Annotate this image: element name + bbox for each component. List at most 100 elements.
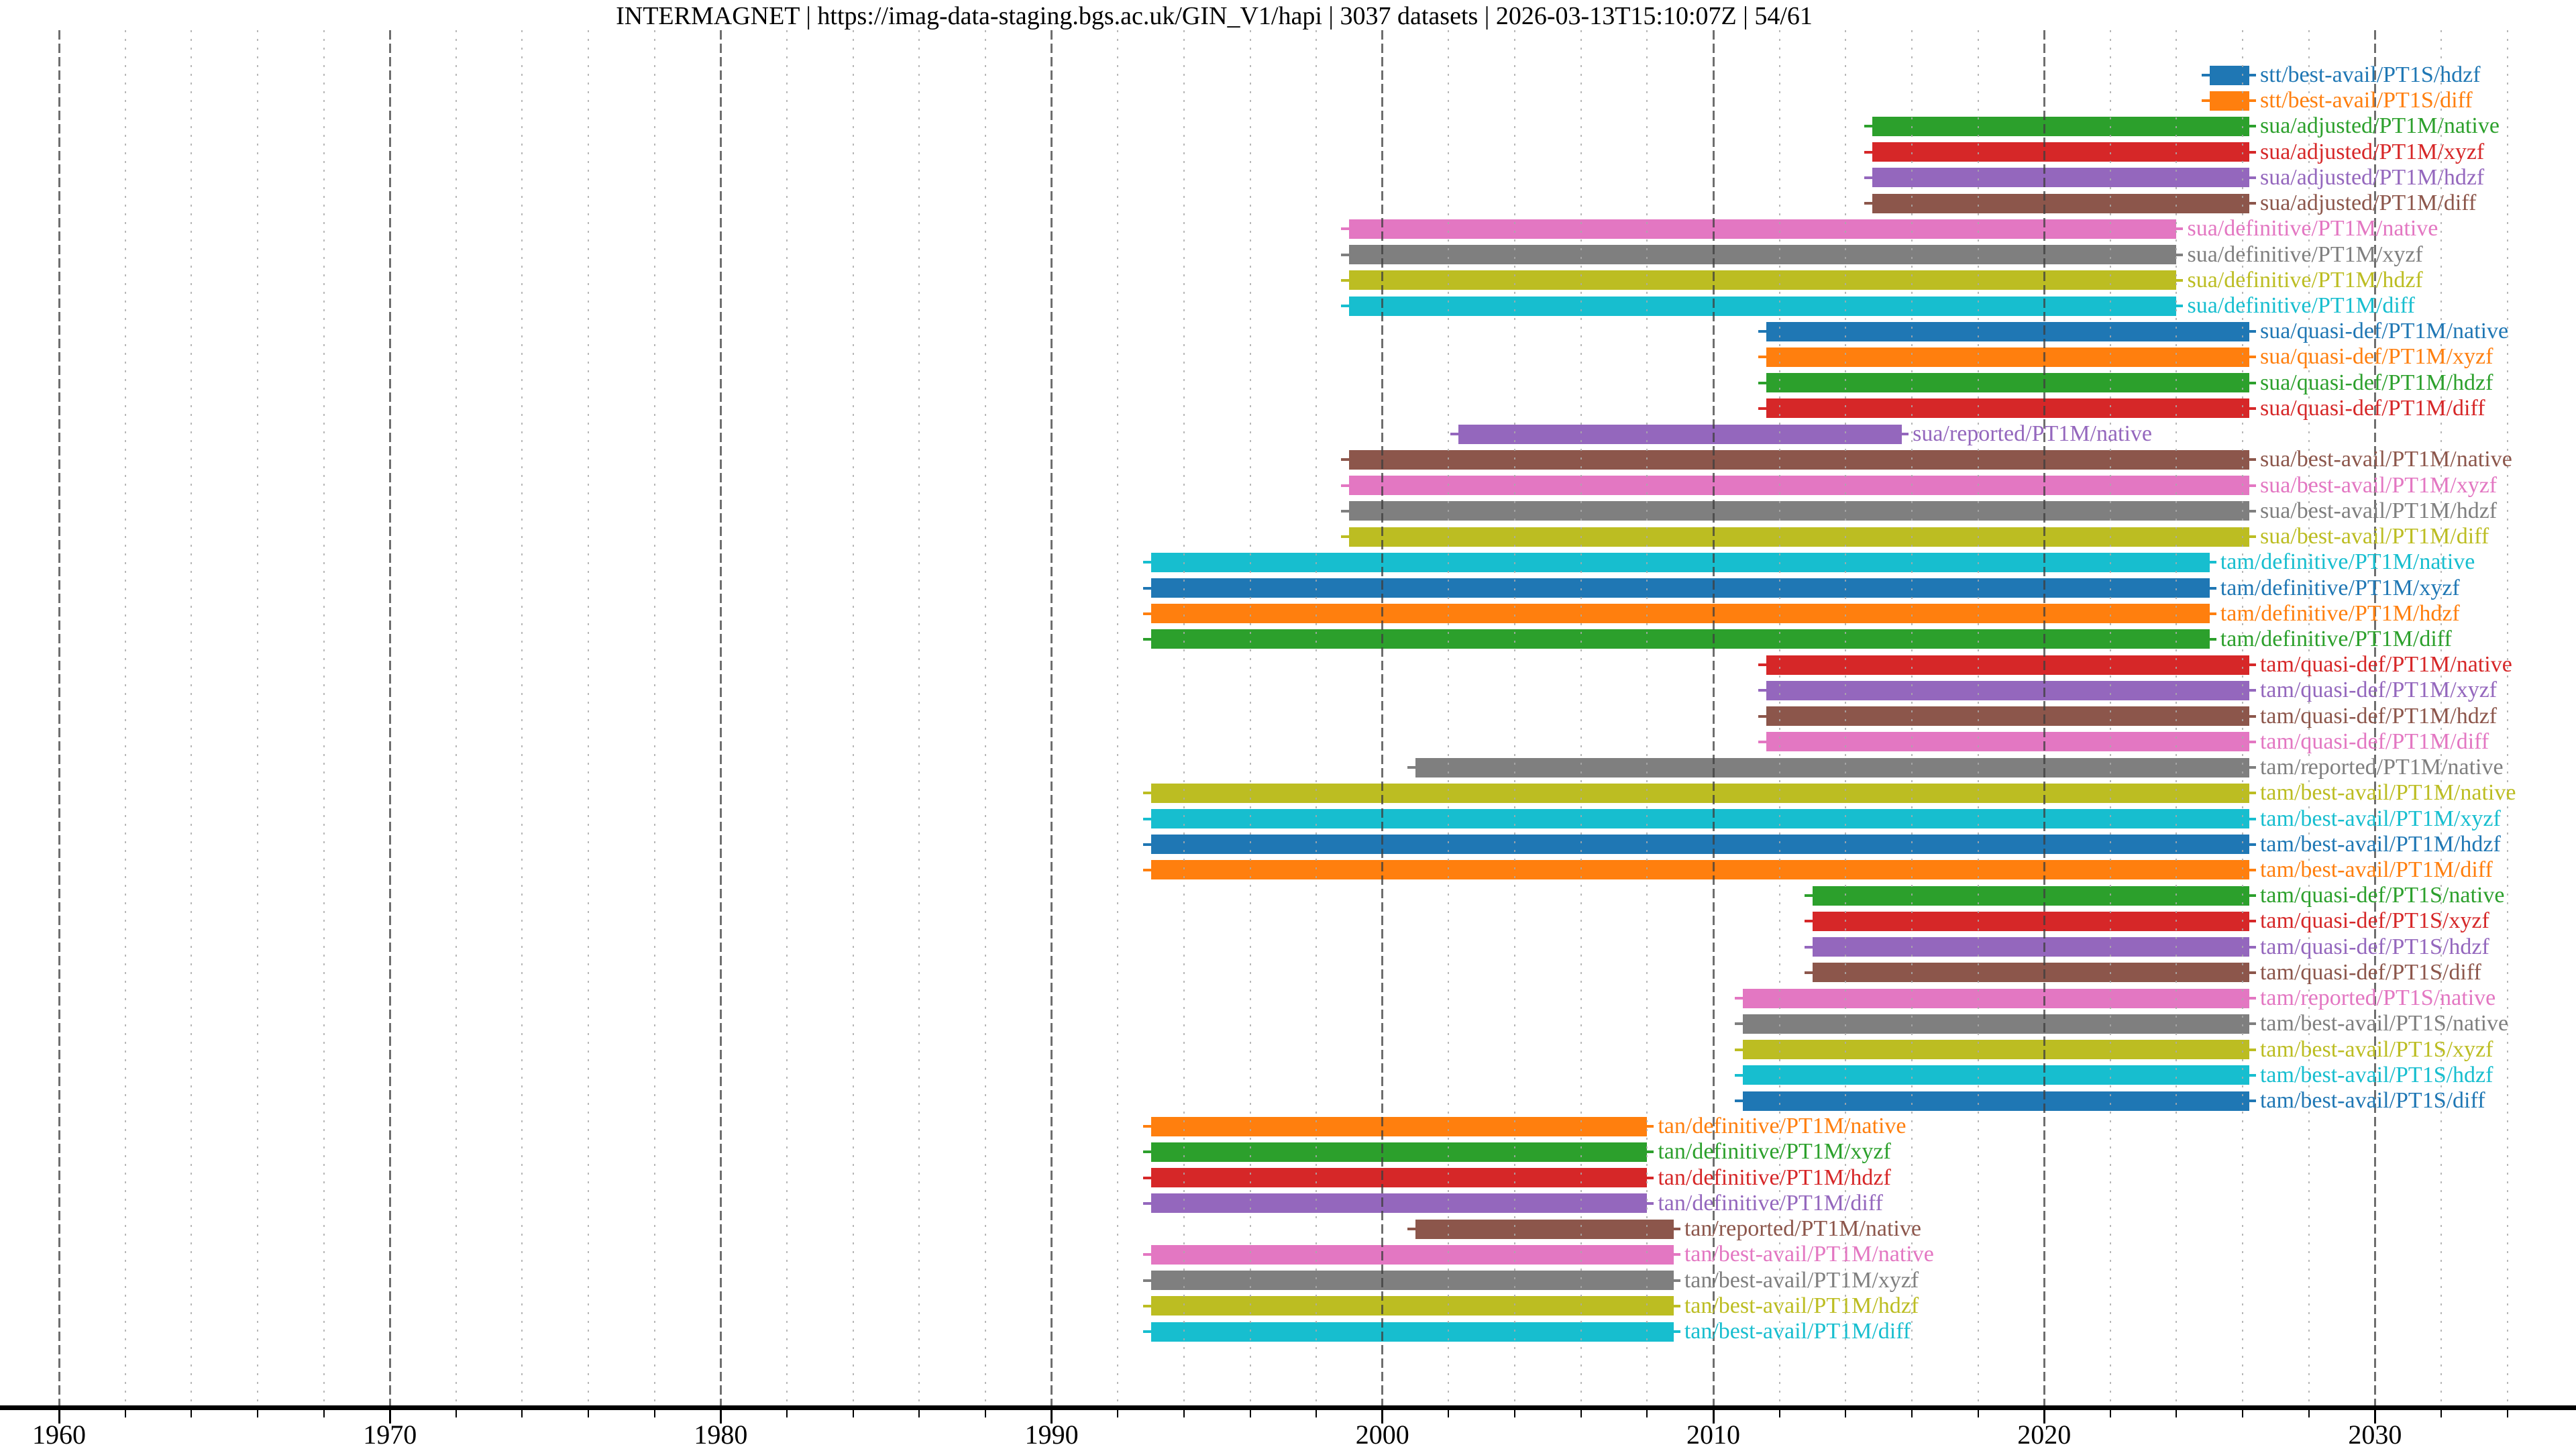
bar-end-whisker [2249,740,2256,743]
availability-bar [1150,809,2249,829]
bar-start-whisker [1341,278,1350,282]
bar-start-whisker [1864,176,1872,179]
bar-end-whisker [2249,920,2256,923]
x-axis-major-tick [2373,1410,2376,1424]
bar-start-whisker [1407,766,1416,769]
bar-end-whisker [2249,484,2256,487]
bar-label: tam/best-avail/PT1M/diff [2259,857,2493,882]
bar-start-whisker [1341,535,1350,539]
bar-start-whisker [1758,330,1766,333]
availability-bar [1150,860,2249,880]
bar-label: tan/best-avail/PT1M/hdzf [1684,1293,1919,1318]
bar-label: tam/quasi-def/PT1S/native [2259,883,2505,908]
bar-start-whisker [1142,1304,1151,1307]
x-axis-minor-tick [2109,1410,2111,1417]
x-axis-minor-tick [1646,1410,1648,1417]
availability-bar [1349,476,2249,496]
bar-end-whisker [2249,945,2256,949]
bar-start-whisker [1142,1279,1151,1282]
availability-bar [1150,604,2210,624]
availability-bar [1150,552,2210,572]
bar-label: sua/definitive/PT1M/native [2187,216,2438,241]
bar-end-whisker [2249,971,2256,974]
bar-label: tam/quasi-def/PT1S/diff [2259,959,2481,985]
bar-label: sua/adjusted/PT1M/hdzf [2259,164,2485,190]
availability-bar [1812,937,2249,957]
minor-gridline-1986 [918,30,920,1405]
bar-end-whisker [1902,433,1909,436]
bar-end-whisker [2249,407,2256,410]
bar-start-whisker [1804,971,1813,974]
x-axis-minor-tick [1117,1410,1119,1417]
bar-end-whisker [2176,305,2184,308]
bar-label: tan/definitive/PT1M/hdzf [1658,1165,1891,1190]
availability-bar [1349,527,2249,547]
x-axis-minor-tick [1249,1410,1251,1417]
minor-gridline-2032 [2440,30,2443,1405]
bar-start-whisker [1758,356,1766,359]
availability-bar [1150,1168,1648,1188]
availability-bar [1743,1040,2249,1060]
x-axis-minor-tick [852,1410,854,1417]
availability-bar [1349,245,2177,265]
minor-gridline-1998 [1316,30,1318,1405]
bar-start-whisker [1341,227,1350,231]
availability-bar [1743,988,2249,1008]
availability-bar [1766,732,2249,752]
bar-end-whisker [1673,1253,1680,1256]
bar-label: sua/adjusted/PT1M/xyzf [2259,139,2485,164]
minor-gridline-1982 [786,30,788,1405]
x-axis-minor-tick [1911,1410,1913,1417]
bar-label: tam/best-avail/PT1M/xyzf [2259,806,2501,831]
bar-end-whisker [2249,714,2256,718]
x-axis-tick-label: 2020 [2017,1419,2072,1449]
x-axis-minor-tick [1183,1410,1185,1417]
bar-end-whisker [2249,458,2256,462]
x-axis-tick-label: 1960 [32,1419,86,1449]
bar-end-whisker [2209,612,2216,615]
bar-start-whisker [1142,792,1151,795]
bar-label: tam/best-avail/PT1S/diff [2259,1088,2485,1113]
bar-end-whisker [2249,843,2256,846]
minor-gridline-2012 [1778,30,1780,1405]
availability-bar [1743,1014,2249,1034]
x-axis-minor-tick [653,1410,655,1417]
minor-gridline-1974 [521,30,523,1405]
availability-bar [1150,578,2210,598]
bar-start-whisker [1758,689,1766,692]
bar-label: tam/quasi-def/PT1M/xyzf [2259,678,2498,703]
x-axis-major-tick [719,1410,722,1424]
bar-start-whisker [1407,1228,1416,1231]
minor-gridline-1988 [984,30,986,1405]
bar-label: sua/definitive/PT1M/diff [2187,293,2415,319]
minor-gridline-2004 [1514,30,1516,1405]
x-axis-major-tick [388,1410,391,1424]
bar-end-whisker [2176,227,2184,231]
bar-label: sua/adjusted/PT1M/native [2259,113,2500,139]
bar-label: tam/definitive/PT1M/native [2220,549,2475,575]
bar-end-whisker [2249,792,2256,795]
bar-label: sua/best-avail/PT1M/xyzf [2259,472,2498,498]
bar-end-whisker [2249,125,2256,128]
bar-end-whisker [2249,150,2256,154]
bar-end-whisker [2209,586,2216,590]
x-axis-minor-tick [918,1410,920,1417]
bar-start-whisker [1142,1125,1151,1128]
bar-start-whisker [1142,1201,1151,1205]
bar-start-whisker [1758,714,1766,718]
bar-end-whisker [1647,1176,1654,1179]
bar-end-whisker [2249,1073,2256,1077]
x-axis-minor-tick [588,1410,590,1417]
bar-start-whisker [1735,1099,1743,1102]
bar-start-whisker [1804,920,1813,923]
bar-end-whisker [2249,1022,2256,1026]
x-axis-minor-tick [1514,1410,1516,1417]
availability-bar [1150,1322,1674,1342]
availability-bar [1150,1142,1648,1162]
bar-label: sua/definitive/PT1M/xyzf [2187,241,2423,267]
major-gridline-1960 [58,30,60,1405]
bar-label: sua/quasi-def/PT1M/native [2259,319,2509,344]
bar-start-whisker [1758,740,1766,743]
bar-start-whisker [1450,433,1459,436]
bar-end-whisker [2249,894,2256,898]
